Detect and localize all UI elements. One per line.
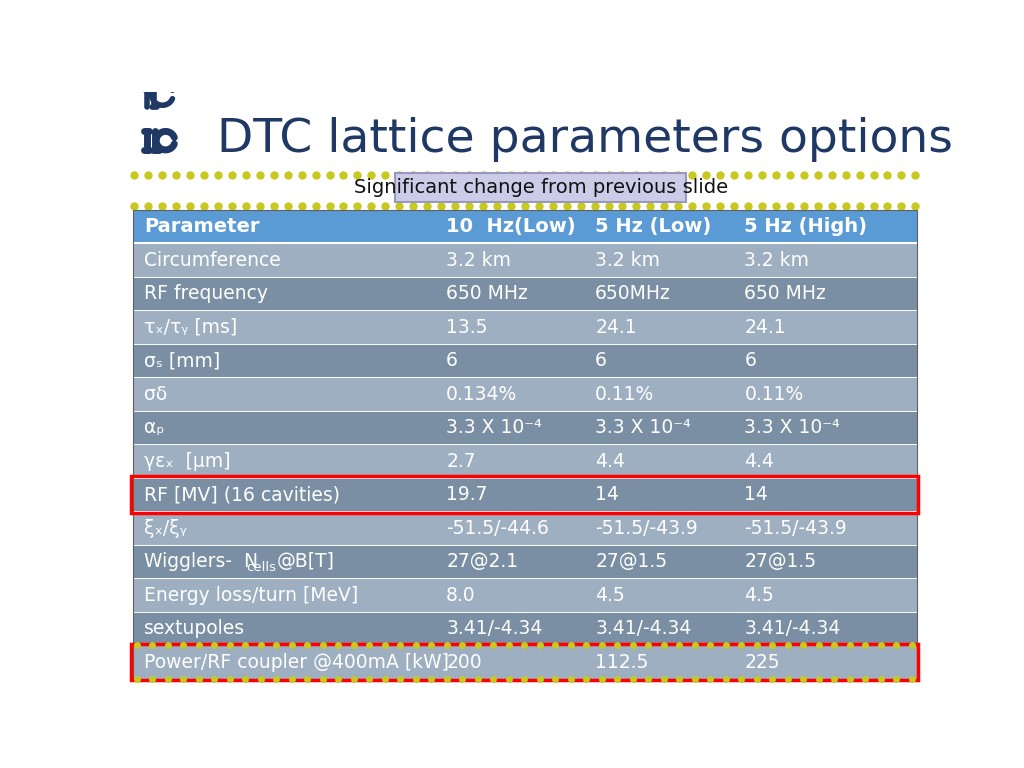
Bar <box>133 243 916 277</box>
Text: γεₓ  [μm]: γεₓ [μm] <box>144 452 230 471</box>
Bar <box>131 644 919 680</box>
Text: 0.134%: 0.134% <box>446 385 517 404</box>
Text: 3.2 km: 3.2 km <box>744 250 809 270</box>
Text: cells: cells <box>246 561 275 574</box>
Text: 5 Hz (Low): 5 Hz (Low) <box>595 217 712 237</box>
Text: 2.7: 2.7 <box>446 452 476 471</box>
Text: 3.41/-4.34: 3.41/-4.34 <box>595 619 691 638</box>
Text: 4.5: 4.5 <box>595 586 625 604</box>
Text: 3.3 X 10⁻⁴: 3.3 X 10⁻⁴ <box>744 419 840 437</box>
Text: DTC lattice parameters options: DTC lattice parameters options <box>217 118 953 162</box>
Text: Power/RF coupler @400mA [kW]: Power/RF coupler @400mA [kW] <box>144 653 450 672</box>
Text: 225: 225 <box>744 653 780 672</box>
Text: 10  Hz(Low): 10 Hz(Low) <box>446 217 575 237</box>
Text: Significant change from previous slide: Significant change from previous slide <box>353 178 728 197</box>
Text: σδ: σδ <box>144 385 168 404</box>
Text: 650 MHz: 650 MHz <box>744 284 826 303</box>
Text: 14: 14 <box>744 485 768 504</box>
Text: Parameter: Parameter <box>144 217 260 237</box>
Text: 19.7: 19.7 <box>446 485 487 504</box>
Text: Circumference: Circumference <box>144 250 281 270</box>
Text: 3.41/-4.34: 3.41/-4.34 <box>744 619 841 638</box>
Text: RF frequency: RF frequency <box>144 284 268 303</box>
Text: 0.11%: 0.11% <box>744 385 804 404</box>
Text: 24.1: 24.1 <box>595 318 637 336</box>
Bar <box>133 612 916 645</box>
Text: 27@1.5: 27@1.5 <box>595 552 668 571</box>
Text: @B[T]: @B[T] <box>276 552 335 571</box>
Bar <box>133 578 916 612</box>
Text: 3.3 X 10⁻⁴: 3.3 X 10⁻⁴ <box>446 419 542 437</box>
Text: τₓ/τᵧ [ms]: τₓ/τᵧ [ms] <box>144 318 238 336</box>
Bar <box>133 545 916 578</box>
Bar <box>133 344 916 377</box>
Text: ξₓ/ξᵧ: ξₓ/ξᵧ <box>144 518 187 538</box>
Bar <box>131 476 919 513</box>
Text: 6: 6 <box>446 351 458 370</box>
Text: Energy loss/turn [MeV]: Energy loss/turn [MeV] <box>144 586 358 604</box>
Bar <box>133 377 916 411</box>
Text: 650MHz: 650MHz <box>595 284 671 303</box>
Text: -51.5/-43.9: -51.5/-43.9 <box>595 518 698 538</box>
Text: σₛ [mm]: σₛ [mm] <box>144 351 220 370</box>
Text: 200: 200 <box>446 653 482 672</box>
Bar <box>133 310 916 344</box>
FancyBboxPatch shape <box>395 173 686 202</box>
Text: 3.3 X 10⁻⁴: 3.3 X 10⁻⁴ <box>595 419 691 437</box>
Text: 24.1: 24.1 <box>744 318 785 336</box>
Bar <box>133 277 916 310</box>
Text: -51.5/-43.9: -51.5/-43.9 <box>744 518 847 538</box>
Text: sextupoles: sextupoles <box>144 619 246 638</box>
Text: 3.41/-4.34: 3.41/-4.34 <box>446 619 543 638</box>
Bar <box>133 645 916 679</box>
Text: RF [MV] (16 cavities): RF [MV] (16 cavities) <box>144 485 340 504</box>
Text: 4.5: 4.5 <box>744 586 774 604</box>
Text: 4.4: 4.4 <box>595 452 625 471</box>
Text: 27@2.1: 27@2.1 <box>446 552 518 571</box>
Bar <box>133 445 916 478</box>
Text: 4.4: 4.4 <box>744 452 774 471</box>
Text: Wigglers-  N: Wigglers- N <box>144 552 258 571</box>
Text: 3.2 km: 3.2 km <box>446 250 511 270</box>
Text: 13.5: 13.5 <box>446 318 487 336</box>
Text: αₚ: αₚ <box>144 419 165 437</box>
Text: 27@1.5: 27@1.5 <box>744 552 816 571</box>
Text: 6: 6 <box>744 351 756 370</box>
Text: 14: 14 <box>595 485 620 504</box>
Text: -51.5/-44.6: -51.5/-44.6 <box>446 518 549 538</box>
Text: 6: 6 <box>595 351 607 370</box>
Bar <box>133 411 916 445</box>
Text: 0.11%: 0.11% <box>595 385 654 404</box>
Text: 3.2 km: 3.2 km <box>595 250 660 270</box>
Bar <box>133 478 916 511</box>
Text: 5 Hz (High): 5 Hz (High) <box>744 217 867 237</box>
Bar <box>133 210 916 679</box>
Bar <box>133 210 916 243</box>
Text: 650 MHz: 650 MHz <box>446 284 528 303</box>
Text: 8.0: 8.0 <box>446 586 476 604</box>
Bar <box>133 511 916 545</box>
Text: 112.5: 112.5 <box>595 653 648 672</box>
